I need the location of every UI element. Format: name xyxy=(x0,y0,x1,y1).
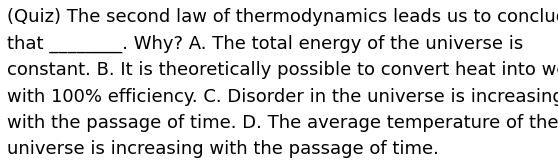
Text: constant. B. It is theoretically possible to convert heat into work: constant. B. It is theoretically possibl… xyxy=(7,61,558,79)
Text: (Quiz) The second law of thermodynamics leads us to conclude: (Quiz) The second law of thermodynamics … xyxy=(7,8,558,26)
Text: with the passage of time. D. The average temperature of the: with the passage of time. D. The average… xyxy=(7,114,558,132)
Text: universe is increasing with the passage of time.: universe is increasing with the passage … xyxy=(7,140,439,158)
Text: with 100% efficiency. C. Disorder in the universe is increasing: with 100% efficiency. C. Disorder in the… xyxy=(7,88,558,106)
Text: that ________. Why? A. The total energy of the universe is: that ________. Why? A. The total energy … xyxy=(7,35,523,53)
